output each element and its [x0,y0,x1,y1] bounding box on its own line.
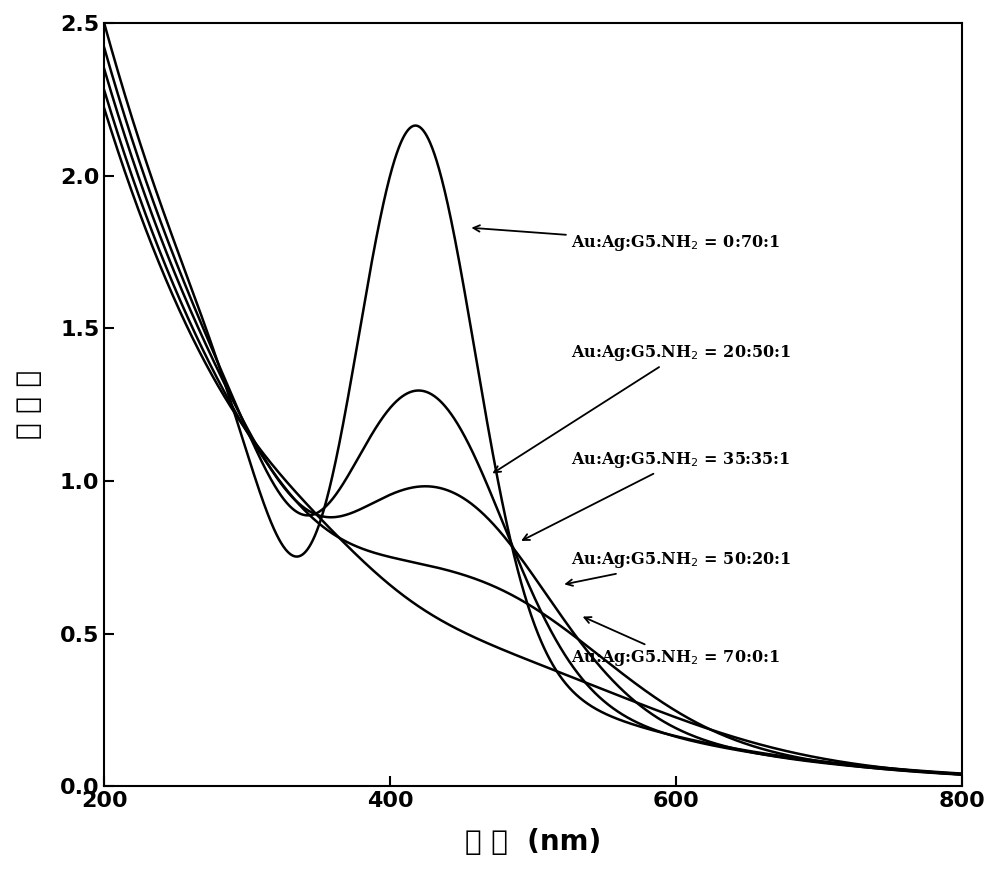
Text: Au:Ag:G5.NH$_2$ = 0:70:1: Au:Ag:G5.NH$_2$ = 0:70:1 [473,226,780,253]
Y-axis label: 吸 光 値: 吸 光 値 [15,370,43,439]
Text: Au:Ag:G5.NH$_2$ = 70:0:1: Au:Ag:G5.NH$_2$ = 70:0:1 [571,617,780,668]
X-axis label: 波 长  (nm): 波 长 (nm) [465,828,601,856]
Text: Au:Ag:G5.NH$_2$ = 35:35:1: Au:Ag:G5.NH$_2$ = 35:35:1 [523,449,791,540]
Text: Au:Ag:G5.NH$_2$ = 50:20:1: Au:Ag:G5.NH$_2$ = 50:20:1 [566,550,791,586]
Text: Au:Ag:G5.NH$_2$ = 20:50:1: Au:Ag:G5.NH$_2$ = 20:50:1 [494,343,791,472]
